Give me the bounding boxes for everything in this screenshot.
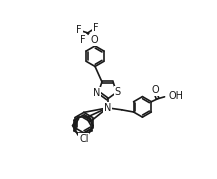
Text: N: N (93, 88, 101, 98)
Text: O: O (151, 85, 159, 95)
Text: F: F (93, 23, 99, 33)
Text: S: S (115, 87, 121, 97)
Text: N: N (104, 103, 111, 113)
Text: O: O (90, 35, 98, 45)
Text: F: F (76, 25, 82, 35)
Text: Cl: Cl (79, 134, 89, 144)
Text: OH: OH (168, 91, 183, 101)
Text: F: F (80, 35, 86, 45)
